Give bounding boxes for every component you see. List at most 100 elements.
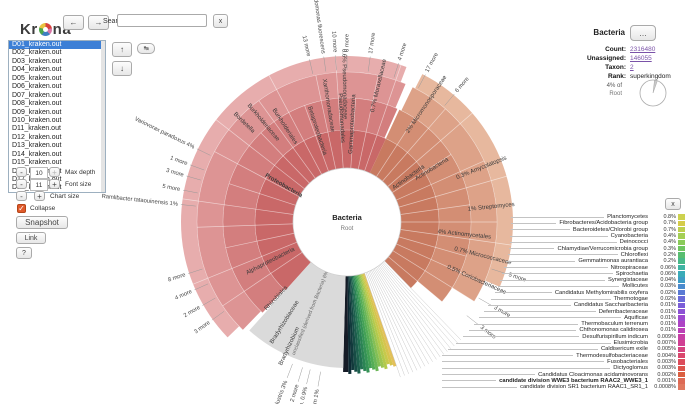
chart-center[interactable] xyxy=(292,167,402,277)
sunburst-label: 5 more xyxy=(508,272,527,283)
small-phylum-wedge[interactable] xyxy=(352,275,367,372)
legend-row[interactable]: Nitrospiraceae 0.06% xyxy=(440,264,685,271)
legend-row[interactable]: Candidatus Methylomirabilis oxyfera 0.02% xyxy=(440,290,685,296)
legend-row[interactable]: Fusobacteriales 0.003% xyxy=(440,359,685,365)
legend-color-swatch xyxy=(678,302,685,309)
taxon-wedge[interactable] xyxy=(415,74,513,287)
info-row-value[interactable]: 146055 xyxy=(630,55,652,62)
dataset-item[interactable]: D08_kraken.out xyxy=(12,100,62,108)
legend-row[interactable]: Chthonomonas calidirosea 0.01% xyxy=(440,327,685,333)
legend-row[interactable]: Gemmatimonas aurantiaca 0.2% xyxy=(440,258,685,264)
dataset-scrollbar[interactable] xyxy=(101,41,105,192)
legend-row[interactable]: Thermobaculum terrenum 0.01% xyxy=(440,321,685,327)
font-size-plus-button[interactable]: + xyxy=(49,179,60,189)
chart-size-minus-button[interactable]: - xyxy=(16,191,27,201)
legend-row[interactable]: Caldisericum exile 0.005% xyxy=(440,346,685,352)
snapshot-button[interactable]: Snapshot xyxy=(16,216,68,229)
legend-row[interactable]: Desulfurispirillum indicum 0.009% xyxy=(440,334,685,340)
node-options-button[interactable]: … xyxy=(630,25,656,41)
collapse-checkbox[interactable]: ✓ xyxy=(17,204,26,213)
dataset-item[interactable]: D10_kraken.out xyxy=(12,116,62,124)
forward-button[interactable]: → xyxy=(88,15,109,30)
dataset-item[interactable]: D07_kraken.out xyxy=(12,91,62,99)
legend-close-button[interactable]: x xyxy=(665,198,681,210)
dataset-up-button[interactable]: ↑ xyxy=(112,42,132,57)
legend-row[interactable]: Candidatus Cloacimonas acidaminovorans 0.… xyxy=(440,371,685,378)
legend-row[interactable]: Candidatus Saccharibacteria 0.01% xyxy=(440,302,685,308)
dataset-item[interactable]: D04_kraken.out xyxy=(12,66,62,74)
small-phylum-wedge[interactable] xyxy=(351,275,364,370)
dark-phylum-wedge[interactable] xyxy=(343,275,349,373)
dataset-item[interactable]: D02_kraken.out xyxy=(12,49,62,57)
max-depth-plus-button[interactable]: + xyxy=(49,167,60,177)
sunburst-label: 0.6% Pseudomonadaceae xyxy=(340,49,347,120)
small-phylum-wedge[interactable] xyxy=(361,273,390,365)
sunburst-divider xyxy=(367,271,409,375)
taxon-wedge[interactable] xyxy=(196,71,406,330)
legend-row[interactable]: candidate division SR1 bacterium RAAC1_S… xyxy=(440,384,685,390)
taxon-wedge[interactable] xyxy=(401,87,497,302)
legend-row[interactable]: Chlamydiae/Verrucomicrobia group 0.3% xyxy=(440,245,685,252)
small-phylum-wedge[interactable] xyxy=(363,273,397,367)
dataset-pill-button[interactable]: ↹ xyxy=(137,43,155,54)
small-phylum-wedge[interactable] xyxy=(358,274,381,367)
legend-row[interactable]: Spirochaetia 0.06% xyxy=(440,271,685,277)
legend-row[interactable]: Dictyoglomus 0.003% xyxy=(440,365,685,371)
max-depth-minus-button[interactable]: - xyxy=(16,167,27,177)
taxon-wedge[interactable] xyxy=(222,97,398,313)
dataset-item[interactable]: D15_kraken.out xyxy=(12,159,62,167)
legend-row[interactable]: Cyanobacteria 0.4% xyxy=(440,233,685,239)
info-row-value[interactable]: 2316480 xyxy=(630,46,656,53)
dataset-down-button[interactable]: ↓ xyxy=(112,61,132,76)
legend-taxon-name: Candidatus Cloacimonas acidaminovorans xyxy=(538,371,648,378)
dataset-item[interactable]: D14_kraken.out xyxy=(12,150,62,158)
dataset-item[interactable]: D11_kraken.out xyxy=(12,125,61,133)
small-phylum-wedge[interactable] xyxy=(350,275,361,374)
dataset-item[interactable]: D05_kraken.out xyxy=(12,74,62,82)
legend-color-swatch xyxy=(678,352,685,359)
legend-row[interactable]: Mollicutes 0.03% xyxy=(440,283,685,289)
small-phylum-wedge[interactable] xyxy=(348,275,355,370)
small-phylum-wedge[interactable] xyxy=(360,274,388,370)
dataset-item[interactable]: D06_kraken.out xyxy=(12,83,62,91)
legend-row[interactable]: Aquificae 0.01% xyxy=(440,315,685,321)
back-button[interactable]: ← xyxy=(63,15,84,30)
font-size-minus-button[interactable]: - xyxy=(16,179,27,189)
legend-row[interactable]: Thermotogae 0.02% xyxy=(440,296,685,302)
legend-row[interactable]: Bacteroidetes/Chlorobi group 0.7% xyxy=(440,227,685,233)
dataset-item[interactable]: D03_kraken.out xyxy=(12,57,62,65)
sunburst-label: 1 more xyxy=(169,155,188,167)
help-button[interactable]: ? xyxy=(16,247,32,259)
taxon-wedge[interactable] xyxy=(255,130,386,291)
legend-row[interactable]: Deinococci 0.4% xyxy=(440,239,685,245)
unclassified-wedge[interactable] xyxy=(249,262,346,368)
info-row-value[interactable]: 2 xyxy=(630,64,634,71)
dataset-item[interactable]: D12_kraken.out xyxy=(12,133,62,141)
chart-size-plus-button[interactable]: + xyxy=(34,191,45,201)
small-phylum-wedge[interactable] xyxy=(347,275,352,374)
small-phylum-wedge[interactable] xyxy=(355,275,373,369)
legend-row[interactable]: Synergistaceae 0.04% xyxy=(440,277,685,283)
legend-row[interactable]: Deferribacteraceae 0.01% xyxy=(440,308,685,315)
sunburst-divider xyxy=(400,204,470,215)
small-phylum-wedge[interactable] xyxy=(353,275,370,373)
dataset-item[interactable]: D01_kraken.out xyxy=(9,41,105,50)
small-phylum-wedge[interactable] xyxy=(362,273,393,366)
dataset-item[interactable]: D09_kraken.out xyxy=(12,108,62,116)
small-phylum-wedge[interactable] xyxy=(359,274,385,369)
small-phylum-wedge[interactable] xyxy=(357,274,379,372)
legend-row[interactable]: Elusimicrobia 0.007% xyxy=(440,340,685,346)
dataset-item[interactable]: D13_kraken.out xyxy=(12,142,62,150)
legend-row[interactable]: candidate division WWE3 bacterium RAAC2_… xyxy=(440,378,685,384)
link-button[interactable]: Link xyxy=(16,232,46,244)
search-clear-button[interactable]: x xyxy=(213,14,228,28)
small-phylum-wedge[interactable] xyxy=(356,275,376,370)
legend-row[interactable]: Planctomycetes 0.8% xyxy=(440,214,685,220)
legend-row[interactable]: Thermodesulfobacteriaceae 0.004% xyxy=(440,353,685,359)
legend-row[interactable]: Fibrobacteres/Acidobacteria group 0.7% xyxy=(440,220,685,226)
legend-row[interactable]: Chloroflexi 0.2% xyxy=(440,252,685,258)
taxon-wedge[interactable] xyxy=(385,109,471,302)
small-phylum-wedge[interactable] xyxy=(349,275,358,372)
search-input[interactable] xyxy=(117,14,207,27)
